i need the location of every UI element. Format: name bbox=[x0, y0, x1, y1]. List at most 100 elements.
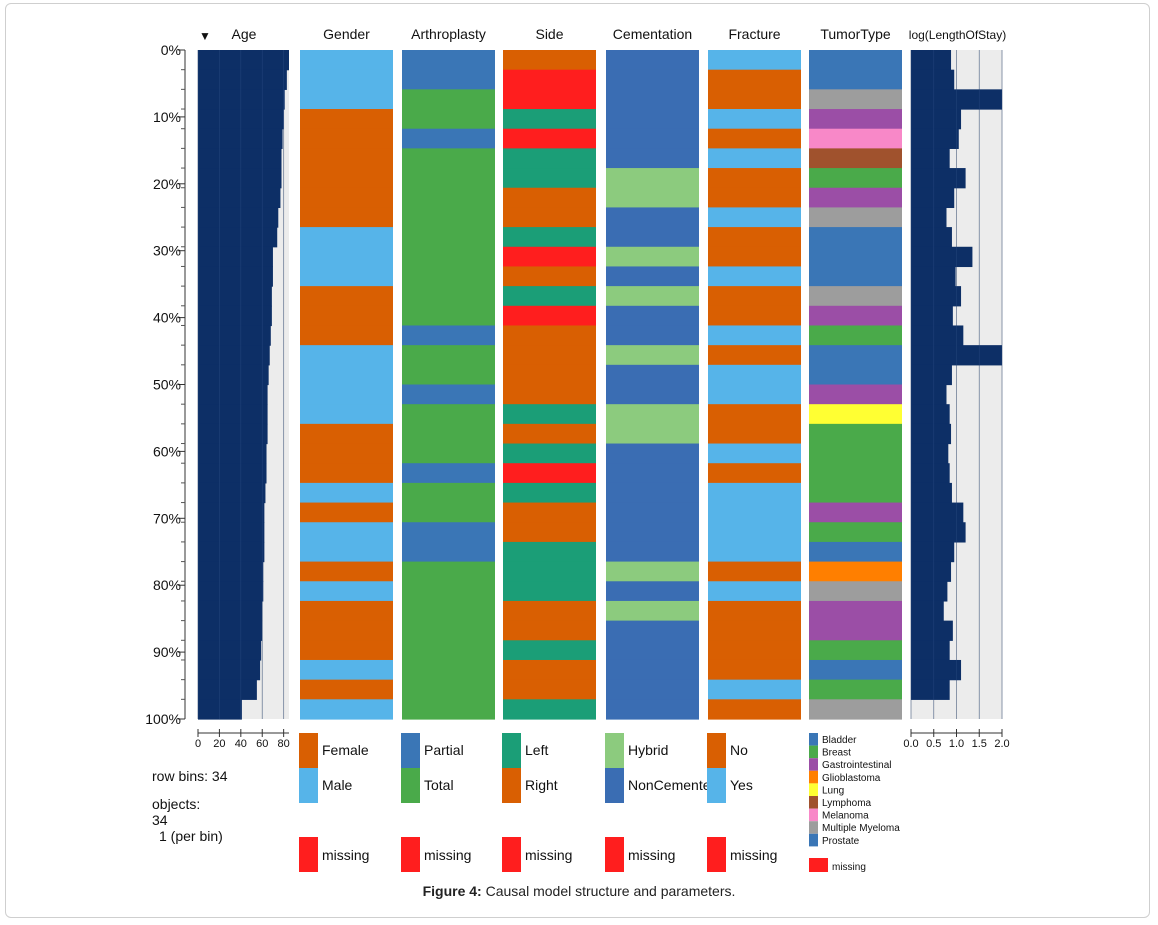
category-cell bbox=[503, 109, 596, 130]
category-cell bbox=[503, 305, 596, 327]
category-cell bbox=[402, 561, 495, 582]
data-bar bbox=[198, 168, 282, 189]
data-bar bbox=[198, 89, 285, 110]
column-header: Arthroplasty bbox=[411, 26, 486, 42]
category-cell bbox=[300, 541, 393, 563]
category-cell bbox=[402, 69, 495, 90]
category-cell bbox=[606, 168, 699, 189]
category-cell bbox=[503, 384, 596, 405]
category-cell bbox=[402, 286, 495, 307]
category-cell bbox=[606, 699, 699, 720]
legend-label: Right bbox=[525, 777, 558, 793]
category-cell bbox=[300, 522, 393, 543]
category-cell bbox=[402, 443, 495, 464]
category-cell bbox=[809, 659, 902, 681]
row-bins-label: row bins: bbox=[152, 768, 209, 784]
category-cell bbox=[708, 581, 801, 602]
category-cell bbox=[606, 600, 699, 622]
category-cell bbox=[606, 640, 699, 661]
data-bar bbox=[911, 463, 950, 484]
category-cell bbox=[300, 227, 393, 248]
category-cell bbox=[300, 600, 393, 622]
category-cell bbox=[300, 640, 393, 661]
category-cell bbox=[809, 679, 902, 700]
legend-swatch bbox=[809, 833, 818, 847]
data-bar bbox=[911, 364, 952, 386]
category-cell bbox=[402, 640, 495, 661]
category-cell bbox=[809, 305, 902, 327]
data-bar bbox=[911, 207, 947, 228]
category-cell bbox=[708, 640, 801, 661]
category-cell bbox=[402, 679, 495, 700]
category-cell bbox=[402, 246, 495, 268]
category-cell bbox=[300, 659, 393, 681]
category-cell bbox=[402, 50, 495, 71]
category-cell bbox=[809, 246, 902, 268]
legend-label: Multiple Myeloma bbox=[822, 823, 900, 834]
category-cell bbox=[503, 600, 596, 622]
category-cell bbox=[503, 502, 596, 523]
category-cell bbox=[708, 50, 801, 71]
category-cell bbox=[708, 404, 801, 425]
category-cell bbox=[503, 227, 596, 248]
data-bar bbox=[911, 286, 962, 307]
category-cell bbox=[402, 699, 495, 720]
category-cell bbox=[402, 423, 495, 445]
category-cell bbox=[300, 50, 393, 71]
legend-swatch bbox=[809, 808, 818, 822]
legend-swatch-missing bbox=[299, 837, 318, 872]
category-cell bbox=[606, 463, 699, 484]
category-cell bbox=[503, 659, 596, 681]
legend-swatch bbox=[809, 733, 818, 746]
category-cell bbox=[708, 600, 801, 622]
category-cell bbox=[708, 423, 801, 445]
category-cell bbox=[402, 168, 495, 189]
legend-swatch bbox=[502, 768, 521, 803]
category-cell bbox=[708, 502, 801, 523]
data-bar bbox=[911, 620, 953, 641]
data-bar bbox=[198, 699, 242, 720]
data-bar bbox=[198, 325, 271, 346]
category-cell bbox=[708, 679, 801, 700]
category-cell bbox=[503, 699, 596, 720]
category-cell bbox=[809, 266, 902, 287]
data-bar bbox=[911, 325, 964, 346]
data-bar bbox=[198, 148, 282, 169]
category-cell bbox=[300, 207, 393, 228]
category-cell bbox=[402, 109, 495, 130]
category-cell bbox=[708, 541, 801, 563]
category-cell bbox=[809, 541, 902, 563]
data-bar bbox=[198, 522, 265, 543]
category-cell bbox=[606, 522, 699, 543]
category-cell bbox=[300, 384, 393, 405]
legend-swatch-missing bbox=[502, 837, 521, 872]
data-bar bbox=[198, 482, 266, 504]
legend-swatch bbox=[809, 745, 818, 759]
data-bar bbox=[198, 384, 268, 405]
category-cell bbox=[503, 541, 596, 563]
category-cell bbox=[708, 168, 801, 189]
data-bar bbox=[911, 659, 962, 681]
category-cell bbox=[606, 659, 699, 681]
category-cell bbox=[402, 227, 495, 248]
category-cell bbox=[606, 305, 699, 327]
objects-per-bin: 1 (per bin) bbox=[159, 828, 223, 844]
category-cell bbox=[503, 404, 596, 425]
category-cell bbox=[503, 364, 596, 386]
data-bar bbox=[198, 600, 263, 622]
legend-label: Left bbox=[525, 742, 548, 758]
legend-swatch bbox=[809, 758, 818, 771]
category-cell bbox=[503, 89, 596, 110]
category-cell bbox=[606, 541, 699, 563]
category-cell bbox=[708, 325, 801, 346]
legend-swatch bbox=[809, 821, 818, 834]
data-bar bbox=[198, 443, 267, 464]
caption-text: Causal model structure and parameters. bbox=[485, 883, 736, 899]
category-cell bbox=[606, 227, 699, 248]
data-bar bbox=[911, 69, 955, 90]
category-cell bbox=[402, 522, 495, 543]
category-cell bbox=[503, 286, 596, 307]
category-cell bbox=[809, 561, 902, 582]
category-cell bbox=[809, 168, 902, 189]
category-cell bbox=[606, 502, 699, 523]
